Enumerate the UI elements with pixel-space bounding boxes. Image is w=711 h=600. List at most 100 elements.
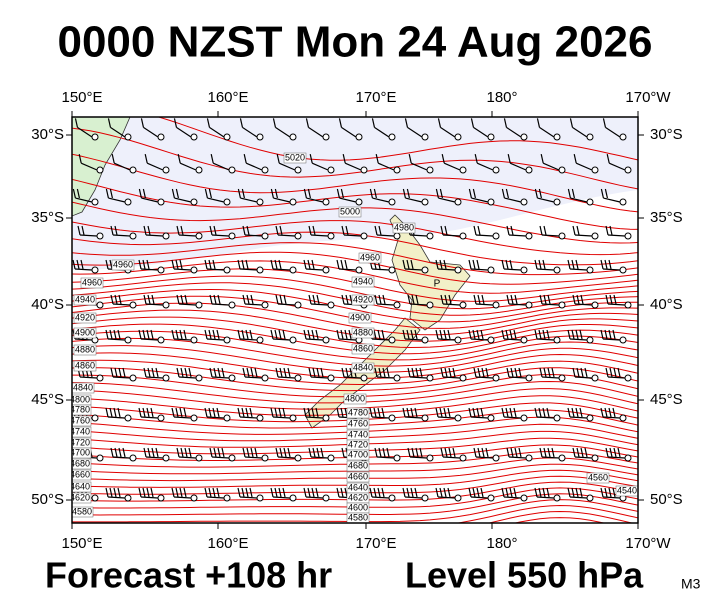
barb-feather: [415, 367, 419, 378]
contour-label: 4600: [348, 502, 368, 512]
station: [520, 494, 528, 502]
station: [520, 414, 528, 422]
barb-feather: [411, 447, 415, 458]
barb-feather: [447, 407, 451, 418]
barb-feather: [208, 407, 212, 418]
barb-feather: [250, 294, 254, 305]
barb-stem: [536, 268, 555, 271]
barb-feather: [605, 225, 609, 236]
barb-stem: [211, 303, 230, 306]
station: [96, 232, 104, 240]
station: [91, 198, 99, 206]
contour-label-box: [72, 506, 94, 518]
barb-feather: [575, 259, 579, 270]
contour-label-box: [346, 418, 370, 430]
contour-line: [72, 153, 638, 213]
barb-feather: [249, 329, 253, 340]
station: [91, 266, 99, 274]
station: [459, 454, 467, 462]
barb-feather: [184, 294, 188, 305]
station: [553, 336, 561, 344]
barb-feather: [340, 259, 344, 270]
barb-feather: [109, 188, 113, 199]
station: [525, 301, 533, 309]
station: [228, 232, 236, 240]
barb-stem: [437, 416, 456, 419]
barb-feather: [249, 407, 253, 418]
barb-feather: [336, 487, 340, 498]
barb-feather: [217, 294, 221, 305]
barb-feather: [138, 487, 142, 498]
contour-line: [72, 302, 638, 336]
barb-stem: [508, 234, 527, 237]
barb-feather: [237, 329, 241, 340]
barb-feather: [208, 487, 212, 498]
contour-label: 4620: [70, 492, 90, 502]
barb-feather: [539, 447, 543, 458]
barb-feather: [539, 294, 543, 305]
contour-label: 4780: [70, 404, 90, 414]
barb-feather: [146, 407, 150, 418]
barb-feather: [204, 188, 208, 199]
station: [91, 133, 99, 141]
barb-stem: [473, 126, 489, 138]
barb-stem: [143, 126, 159, 138]
barb-feather: [221, 447, 225, 458]
station: [162, 454, 170, 462]
barb-feather: [171, 259, 175, 270]
station: [421, 133, 429, 141]
contour-label-box: [351, 343, 375, 355]
barb-feather: [212, 259, 216, 270]
station: [157, 198, 165, 206]
station: [124, 336, 132, 344]
station: [619, 198, 627, 206]
barb-stem: [541, 456, 560, 459]
barb-feather: [435, 407, 439, 418]
station: [525, 232, 533, 240]
barb-stem: [272, 496, 291, 499]
barb-feather: [275, 225, 279, 236]
barb-feather: [279, 294, 283, 305]
station: [96, 166, 104, 174]
barb-feather: [312, 367, 316, 378]
barb-stem: [442, 234, 461, 237]
station: [157, 133, 165, 141]
station: [487, 133, 495, 141]
contour-label: 4700: [70, 447, 90, 457]
barb-feather: [406, 407, 410, 418]
station: [96, 374, 104, 382]
contour-label: 4760: [70, 415, 90, 425]
barb-feather: [307, 329, 311, 340]
station: [454, 494, 462, 502]
barb-feather: [175, 487, 179, 498]
barb-feather: [110, 447, 114, 458]
barb-stem: [178, 376, 197, 379]
barb-feather: [303, 259, 307, 270]
barb-feather: [341, 367, 345, 378]
barb-feather: [146, 259, 150, 270]
barb-stem: [442, 456, 461, 459]
barb-feather: [270, 259, 274, 270]
barb-feather: [575, 407, 579, 418]
barb-feather: [506, 367, 510, 378]
barb-feather: [542, 407, 546, 418]
barb-feather: [501, 487, 505, 498]
barb-stem: [508, 303, 527, 306]
map-frame: [71, 116, 639, 524]
station: [195, 166, 203, 174]
barb-feather: [212, 407, 216, 418]
station: [487, 336, 495, 344]
barb-feather: [381, 487, 385, 498]
barb-stem: [602, 496, 621, 499]
barb-feather: [444, 294, 448, 305]
barb-stem: [602, 338, 621, 341]
barb-feather: [609, 294, 613, 305]
station: [591, 454, 599, 462]
barb-feather: [468, 188, 472, 199]
barb-feather: [473, 225, 477, 236]
station: [294, 301, 302, 309]
barb-feather: [415, 294, 419, 305]
barb-stem: [239, 268, 258, 271]
barb-feather: [188, 447, 192, 458]
station: [256, 414, 264, 422]
